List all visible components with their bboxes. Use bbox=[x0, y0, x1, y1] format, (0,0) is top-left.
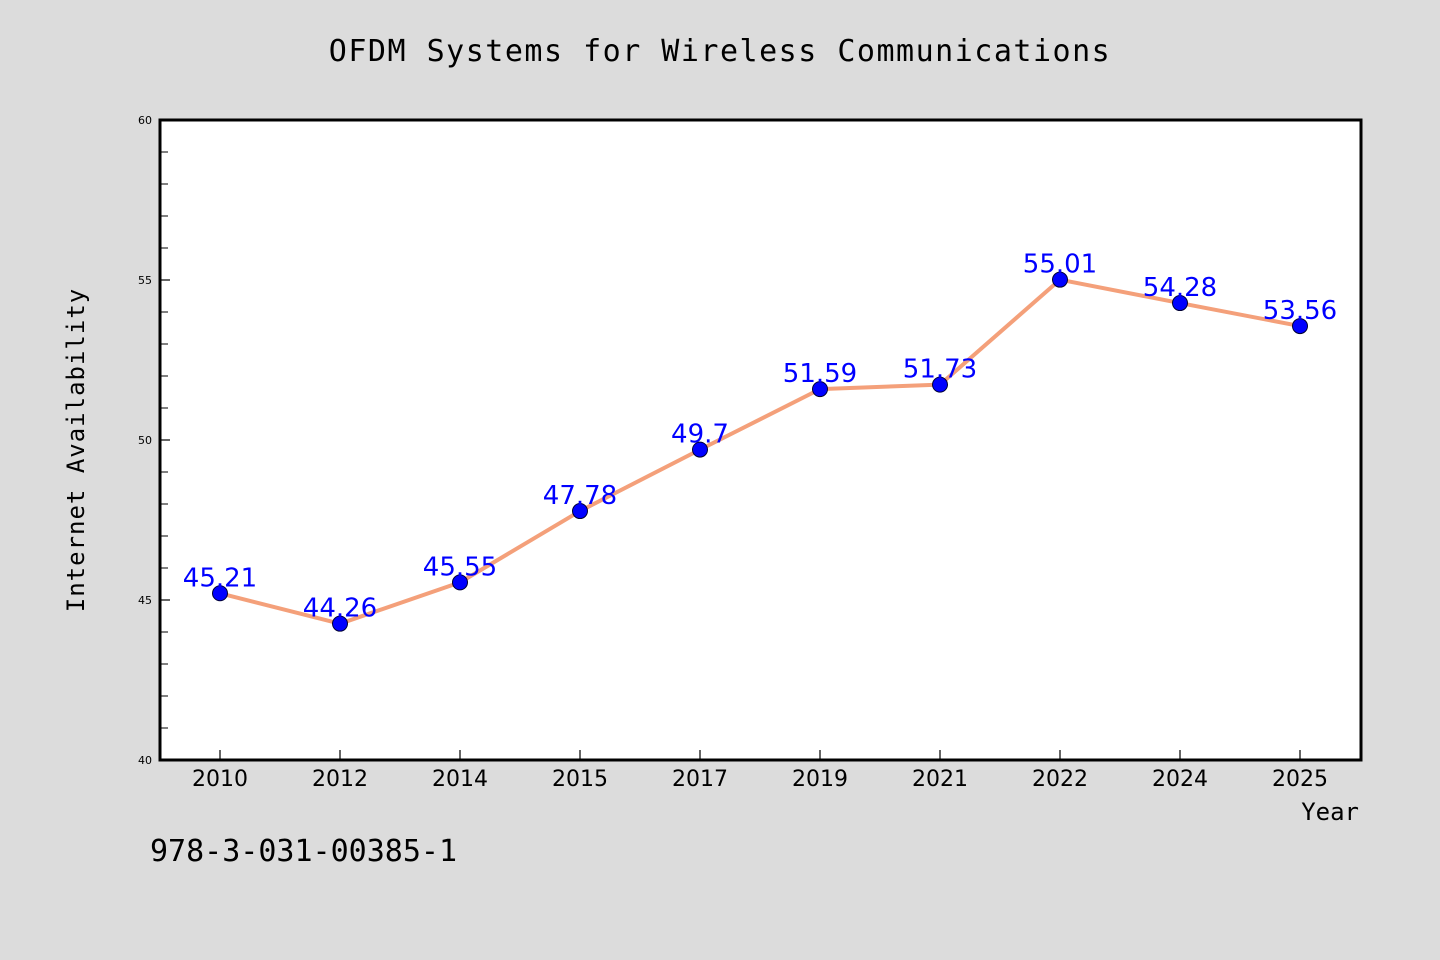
data-point bbox=[332, 615, 348, 632]
chart-title: OFDM Systems for Wireless Communications bbox=[328, 34, 1112, 69]
footer-identifier: 978-3-031-00385-1 bbox=[150, 834, 458, 869]
data-label: 51.59 bbox=[783, 359, 857, 389]
x-tick-label: 2014 bbox=[432, 767, 488, 792]
series-line bbox=[218, 277, 1302, 626]
y-tick-label: 55 bbox=[138, 274, 152, 287]
x-tick-label: 2025 bbox=[1272, 767, 1328, 792]
x-tick-label: 2015 bbox=[552, 767, 608, 792]
data-label: 45.21 bbox=[183, 563, 257, 593]
x-tick-label: 2022 bbox=[1032, 767, 1088, 792]
data-label: 54.28 bbox=[1143, 273, 1217, 303]
data-point bbox=[932, 376, 948, 393]
data-label: 47.78 bbox=[543, 481, 617, 511]
x-tick-label: 2024 bbox=[1152, 767, 1208, 792]
y-tick-label: 45 bbox=[138, 594, 152, 607]
y-tick-label: 40 bbox=[138, 754, 152, 767]
data-label: 51.73 bbox=[903, 355, 977, 385]
data-label: 44.26 bbox=[303, 594, 377, 624]
data-point bbox=[812, 381, 828, 398]
x-axis-label: Year bbox=[1301, 798, 1359, 826]
data-point bbox=[692, 441, 708, 458]
y-axis-label: Internet Availability bbox=[62, 288, 90, 612]
x-tick-label: 2017 bbox=[672, 767, 728, 792]
data-label: 45.55 bbox=[423, 552, 497, 582]
x-tick-label: 2010 bbox=[192, 767, 248, 792]
data-point bbox=[1052, 271, 1068, 288]
data-label: 55.01 bbox=[1023, 250, 1097, 280]
x-tick-label: 2019 bbox=[792, 767, 848, 792]
data-point bbox=[212, 585, 228, 602]
y-tick-label: 60 bbox=[138, 114, 152, 127]
plot-area bbox=[160, 120, 1361, 760]
plot-border bbox=[158, 118, 1363, 762]
data-point bbox=[572, 503, 588, 520]
data-point bbox=[1172, 295, 1188, 312]
y-tick-label: 50 bbox=[138, 434, 152, 447]
x-tick-label: 2012 bbox=[312, 767, 368, 792]
data-label: 49.7 bbox=[671, 420, 729, 450]
data-point bbox=[452, 574, 468, 591]
data-point bbox=[1292, 318, 1308, 335]
data-label: 53.56 bbox=[1263, 296, 1337, 326]
x-tick-label: 2021 bbox=[912, 767, 968, 792]
